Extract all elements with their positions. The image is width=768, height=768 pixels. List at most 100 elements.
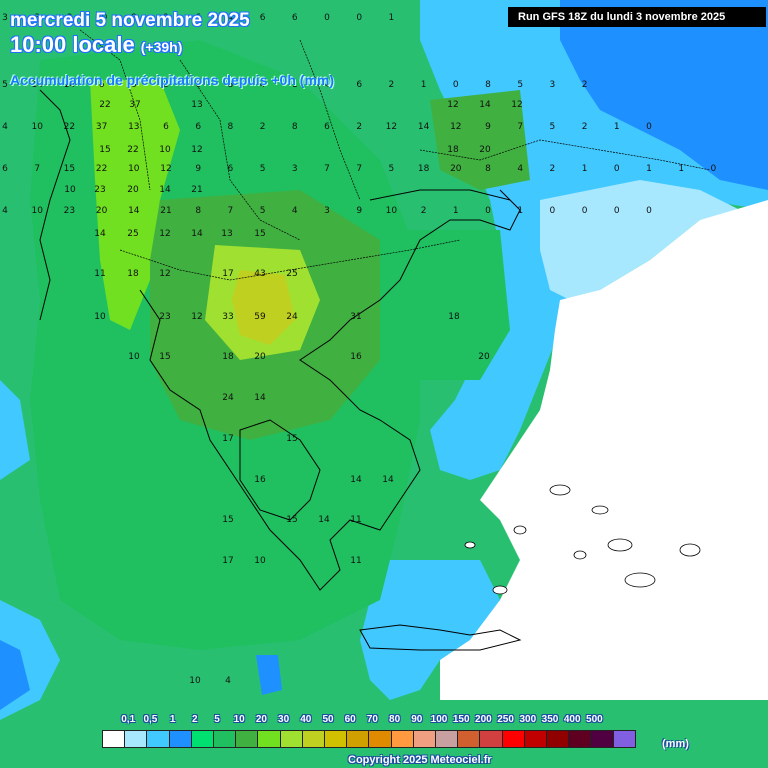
grid-value: 14 — [479, 100, 491, 110]
grid-value: 8 — [228, 80, 234, 90]
legend-threshold: 50 — [322, 714, 334, 725]
grid-value: 6 — [99, 80, 105, 90]
grid-value: 14 — [318, 515, 330, 525]
grid-value: 14 — [350, 475, 362, 485]
grid-value: 20 — [96, 206, 108, 216]
grid-value: 10 — [189, 676, 201, 686]
grid-value: 4 — [517, 164, 523, 174]
grid-value: 10 — [128, 352, 140, 362]
grid-value: 6 — [2, 164, 8, 174]
grid-value: 1 — [517, 206, 523, 216]
grid-value: 14 — [128, 206, 140, 216]
grid-value: 12 — [450, 122, 461, 132]
grid-value: 6 — [324, 122, 330, 132]
grid-value: 5 — [260, 164, 266, 174]
grid-value: 20 — [127, 185, 139, 195]
legend-swatch — [590, 730, 614, 748]
grid-value: 17 — [222, 556, 233, 566]
legend-swatch — [546, 730, 570, 748]
legend-swatch — [457, 730, 481, 748]
grid-value: 16 — [350, 352, 362, 362]
legend-swatch — [390, 730, 414, 748]
grid-value: 8 — [67, 13, 73, 23]
grid-value: 13 — [191, 100, 202, 110]
grid-value: 6 — [356, 80, 362, 90]
grid-value: 1 — [646, 164, 652, 174]
grid-value: 15 — [286, 515, 297, 525]
grid-value: 23 — [94, 185, 105, 195]
legend-swatch — [501, 730, 525, 748]
forecast-date: mercredi 5 novembre 2025 — [10, 10, 250, 31]
legend-threshold: 70 — [366, 714, 378, 725]
grid-value: 8 — [195, 206, 201, 216]
grid-value: 24 — [222, 393, 234, 403]
grid-value: 15 — [99, 145, 110, 155]
grid-value: 22 — [96, 164, 107, 174]
field-title: Accumulation de précipitations depuis +0… — [10, 72, 334, 88]
grid-value: 14 — [382, 475, 394, 485]
grid-value: 6 — [195, 122, 201, 132]
grid-value: 2 — [389, 80, 395, 90]
grid-value: 10 — [159, 145, 171, 155]
grid-value: 11 — [94, 269, 105, 279]
grid-value: 8 — [485, 164, 491, 174]
grid-value: 23 — [64, 206, 75, 216]
grid-value: 0 — [550, 206, 556, 216]
precip-zone-green-east — [400, 230, 510, 380]
grid-value: 0 — [614, 206, 620, 216]
legend-threshold: 20 — [255, 714, 267, 725]
grid-value: 14 — [254, 393, 266, 403]
grid-value: 15 — [159, 352, 170, 362]
grid-value: 10 — [96, 13, 108, 23]
grid-value: 1 — [614, 122, 620, 132]
grid-value: 4 — [2, 122, 8, 132]
run-info-badge: Run GFS 18Z du lundi 3 novembre 2025 — [508, 7, 766, 27]
legend-threshold: 10 — [233, 714, 245, 725]
grid-value: 7 — [517, 122, 523, 132]
legend-swatch — [324, 730, 348, 748]
grid-value: 16 — [254, 475, 266, 485]
grid-value: 2 — [356, 122, 362, 132]
legend-swatch — [190, 730, 214, 748]
country-borders — [79, 29, 711, 281]
grid-value: 21 — [191, 185, 202, 195]
grid-value: 7 — [324, 164, 330, 174]
precip-zone-lightblue-e — [540, 180, 740, 300]
grid-value: 37 — [96, 122, 107, 132]
grid-value: 10 — [31, 122, 43, 132]
grid-value: 8 — [163, 80, 169, 90]
grid-value: 1 — [678, 164, 684, 174]
grid-value: 3 — [2, 13, 8, 23]
grid-value: 17 — [222, 269, 233, 279]
precip-zone-darkblue-sw — [0, 640, 30, 710]
grid-value: 18 — [418, 164, 430, 174]
grid-value: 7 — [228, 206, 234, 216]
grid-value: 1 — [421, 80, 427, 90]
legend-swatch — [435, 730, 459, 748]
grid-value: 18 — [447, 145, 459, 155]
legend-threshold: 250 — [497, 714, 514, 725]
grid-value: 20 — [479, 145, 491, 155]
grid-value: 3 — [34, 13, 40, 23]
grid-value: 12 — [191, 145, 202, 155]
grid-value: 2 — [260, 122, 266, 132]
legend-swatch — [479, 730, 503, 748]
legend-swatch — [346, 730, 370, 748]
copyright-text: Copyright 2025 Meteociel.fr — [348, 754, 492, 766]
legend-unit: (mm) — [662, 738, 689, 750]
legend-threshold: 5 — [214, 714, 220, 725]
grid-value: 6 — [260, 13, 266, 23]
grid-value: 20 — [450, 164, 462, 174]
precip-zone-blue-w — [0, 380, 30, 480]
precip-zone-darkblue-s — [256, 655, 282, 695]
grid-value: 18 — [448, 312, 460, 322]
grid-value: 1 — [389, 13, 395, 23]
grid-value: 15 — [286, 434, 297, 444]
legend-threshold: 350 — [541, 714, 559, 725]
precip-zone-yellowgreen — [90, 80, 180, 330]
grid-value: 10 — [254, 556, 266, 566]
grid-value: 15 — [254, 229, 265, 239]
legend-swatch — [168, 730, 192, 748]
precip-zone-darkblue-ne — [560, 0, 768, 190]
